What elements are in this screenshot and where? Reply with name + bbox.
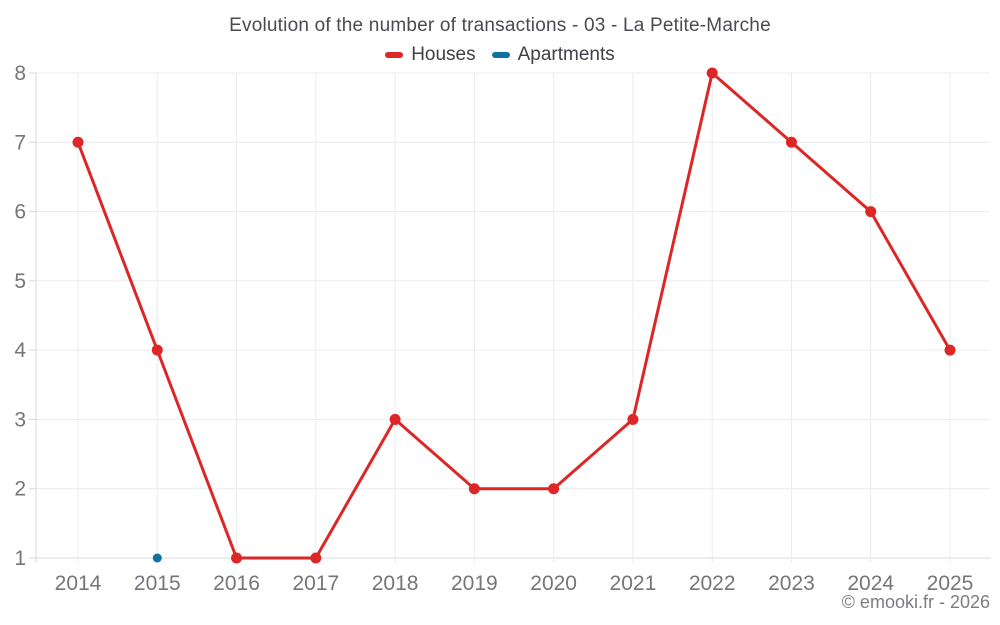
marker-houses-2023[interactable] <box>785 136 797 148</box>
x-tick-label-2023: 2023 <box>768 572 815 595</box>
marker-apartments-2015[interactable] <box>152 553 162 563</box>
y-tick-label-4: 4 <box>14 339 26 362</box>
marker-houses-2020[interactable] <box>548 483 560 495</box>
legend-swatch-apartments <box>491 52 510 58</box>
y-tick-label-5: 5 <box>14 270 26 293</box>
x-tick-label-2017: 2017 <box>292 572 339 595</box>
x-tick-label-2015: 2015 <box>134 572 181 595</box>
y-tick-label-3: 3 <box>14 408 26 431</box>
legend-label-apartments: Apartments <box>517 44 615 65</box>
legend-swatch-houses <box>385 52 404 58</box>
legend-item-apartments[interactable]: Apartments <box>491 44 615 66</box>
x-tick-label-2025: 2025 <box>927 572 974 595</box>
marker-houses-2015[interactable] <box>151 344 163 356</box>
marker-houses-2025[interactable] <box>944 344 956 356</box>
x-tick-label-2024: 2024 <box>847 572 894 595</box>
marker-houses-2014[interactable] <box>72 136 84 148</box>
marker-houses-2021[interactable] <box>627 413 639 425</box>
x-tick-label-2022: 2022 <box>689 572 736 595</box>
copyright-watermark: © emooki.fr - 2026 <box>841 592 990 612</box>
marker-houses-2017[interactable] <box>310 552 322 564</box>
x-tick-label-2016: 2016 <box>213 572 260 595</box>
x-tick-label-2014: 2014 <box>55 572 102 595</box>
marker-houses-2019[interactable] <box>468 483 480 495</box>
legend: Houses Apartments <box>0 44 1000 66</box>
x-tick-label-2020: 2020 <box>530 572 577 595</box>
marker-houses-2018[interactable] <box>389 413 401 425</box>
x-tick-label-2021: 2021 <box>610 572 657 595</box>
y-tick-label-8: 8 <box>14 62 26 85</box>
y-tick-label-1: 1 <box>14 547 26 570</box>
y-tick-label-6: 6 <box>14 201 26 224</box>
chart-title: Evolution of the number of transactions … <box>229 15 771 36</box>
x-tick-label-2019: 2019 <box>451 572 498 595</box>
x-tick-label-2018: 2018 <box>372 572 419 595</box>
marker-houses-2024[interactable] <box>865 206 877 218</box>
legend-item-houses[interactable]: Houses <box>385 44 476 66</box>
y-tick-label-7: 7 <box>14 131 26 154</box>
series-line-houses <box>76 71 952 560</box>
marker-houses-2016[interactable] <box>231 552 243 564</box>
legend-label-houses: Houses <box>411 44 476 65</box>
marker-houses-2022[interactable] <box>706 67 718 79</box>
y-tick-label-2: 2 <box>14 478 26 501</box>
